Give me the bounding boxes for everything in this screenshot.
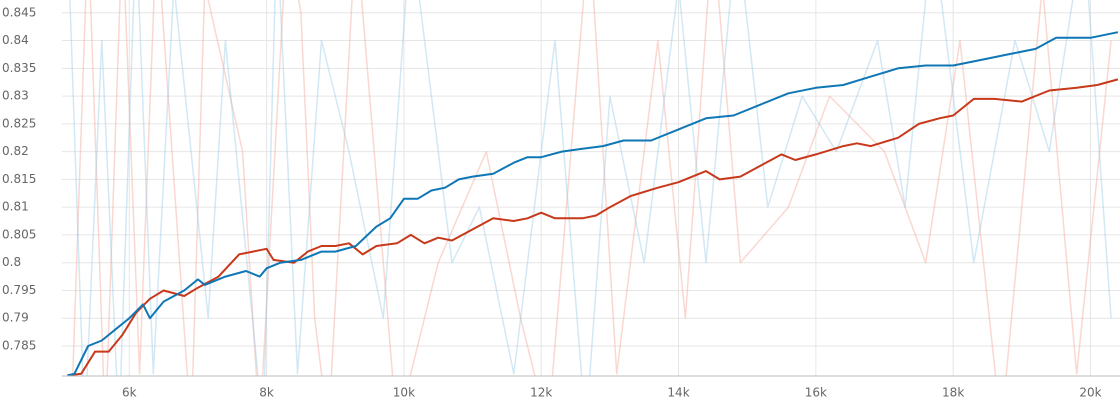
x-tick-label: 16k	[805, 386, 827, 400]
y-tick-label: 0.79	[2, 311, 29, 325]
y-tick-label: 0.8	[2, 255, 21, 269]
y-tick-label: 0.845	[2, 5, 36, 19]
x-tick-label: 6k	[122, 386, 137, 400]
y-tick-label: 0.835	[2, 61, 36, 75]
series-line	[67, 78, 1119, 376]
series-line	[71, 0, 1112, 376]
x-tick-label: 18k	[942, 386, 964, 400]
y-tick-label: 0.815	[2, 172, 36, 186]
series-line	[67, 31, 1119, 376]
y-tick-label: 0.825	[2, 116, 36, 130]
series-line	[69, 0, 1112, 376]
x-tick-label: 8k	[259, 386, 274, 400]
y-tick-label: 0.81	[2, 200, 29, 214]
plot-area	[67, 0, 1119, 376]
x-tick-label: 14k	[667, 386, 689, 400]
x-tick-label: 20k	[1079, 386, 1101, 400]
tick-labels: 0.785 0.79 0.795 0.8 0.805 0.81 0.815 0.82 0.825…	[2, 5, 1102, 399]
x-tick-label: 10k	[393, 386, 415, 400]
y-tick-label: 0.84	[2, 33, 29, 47]
y-tick-label: 0.785	[2, 339, 36, 353]
y-tick-label: 0.805	[2, 227, 36, 241]
x-tick-label: 12k	[530, 386, 552, 400]
y-tick-label: 0.83	[2, 89, 29, 103]
y-tick-label: 0.795	[2, 283, 36, 297]
grid	[62, 0, 1120, 376]
y-tick-label: 0.82	[2, 144, 29, 158]
